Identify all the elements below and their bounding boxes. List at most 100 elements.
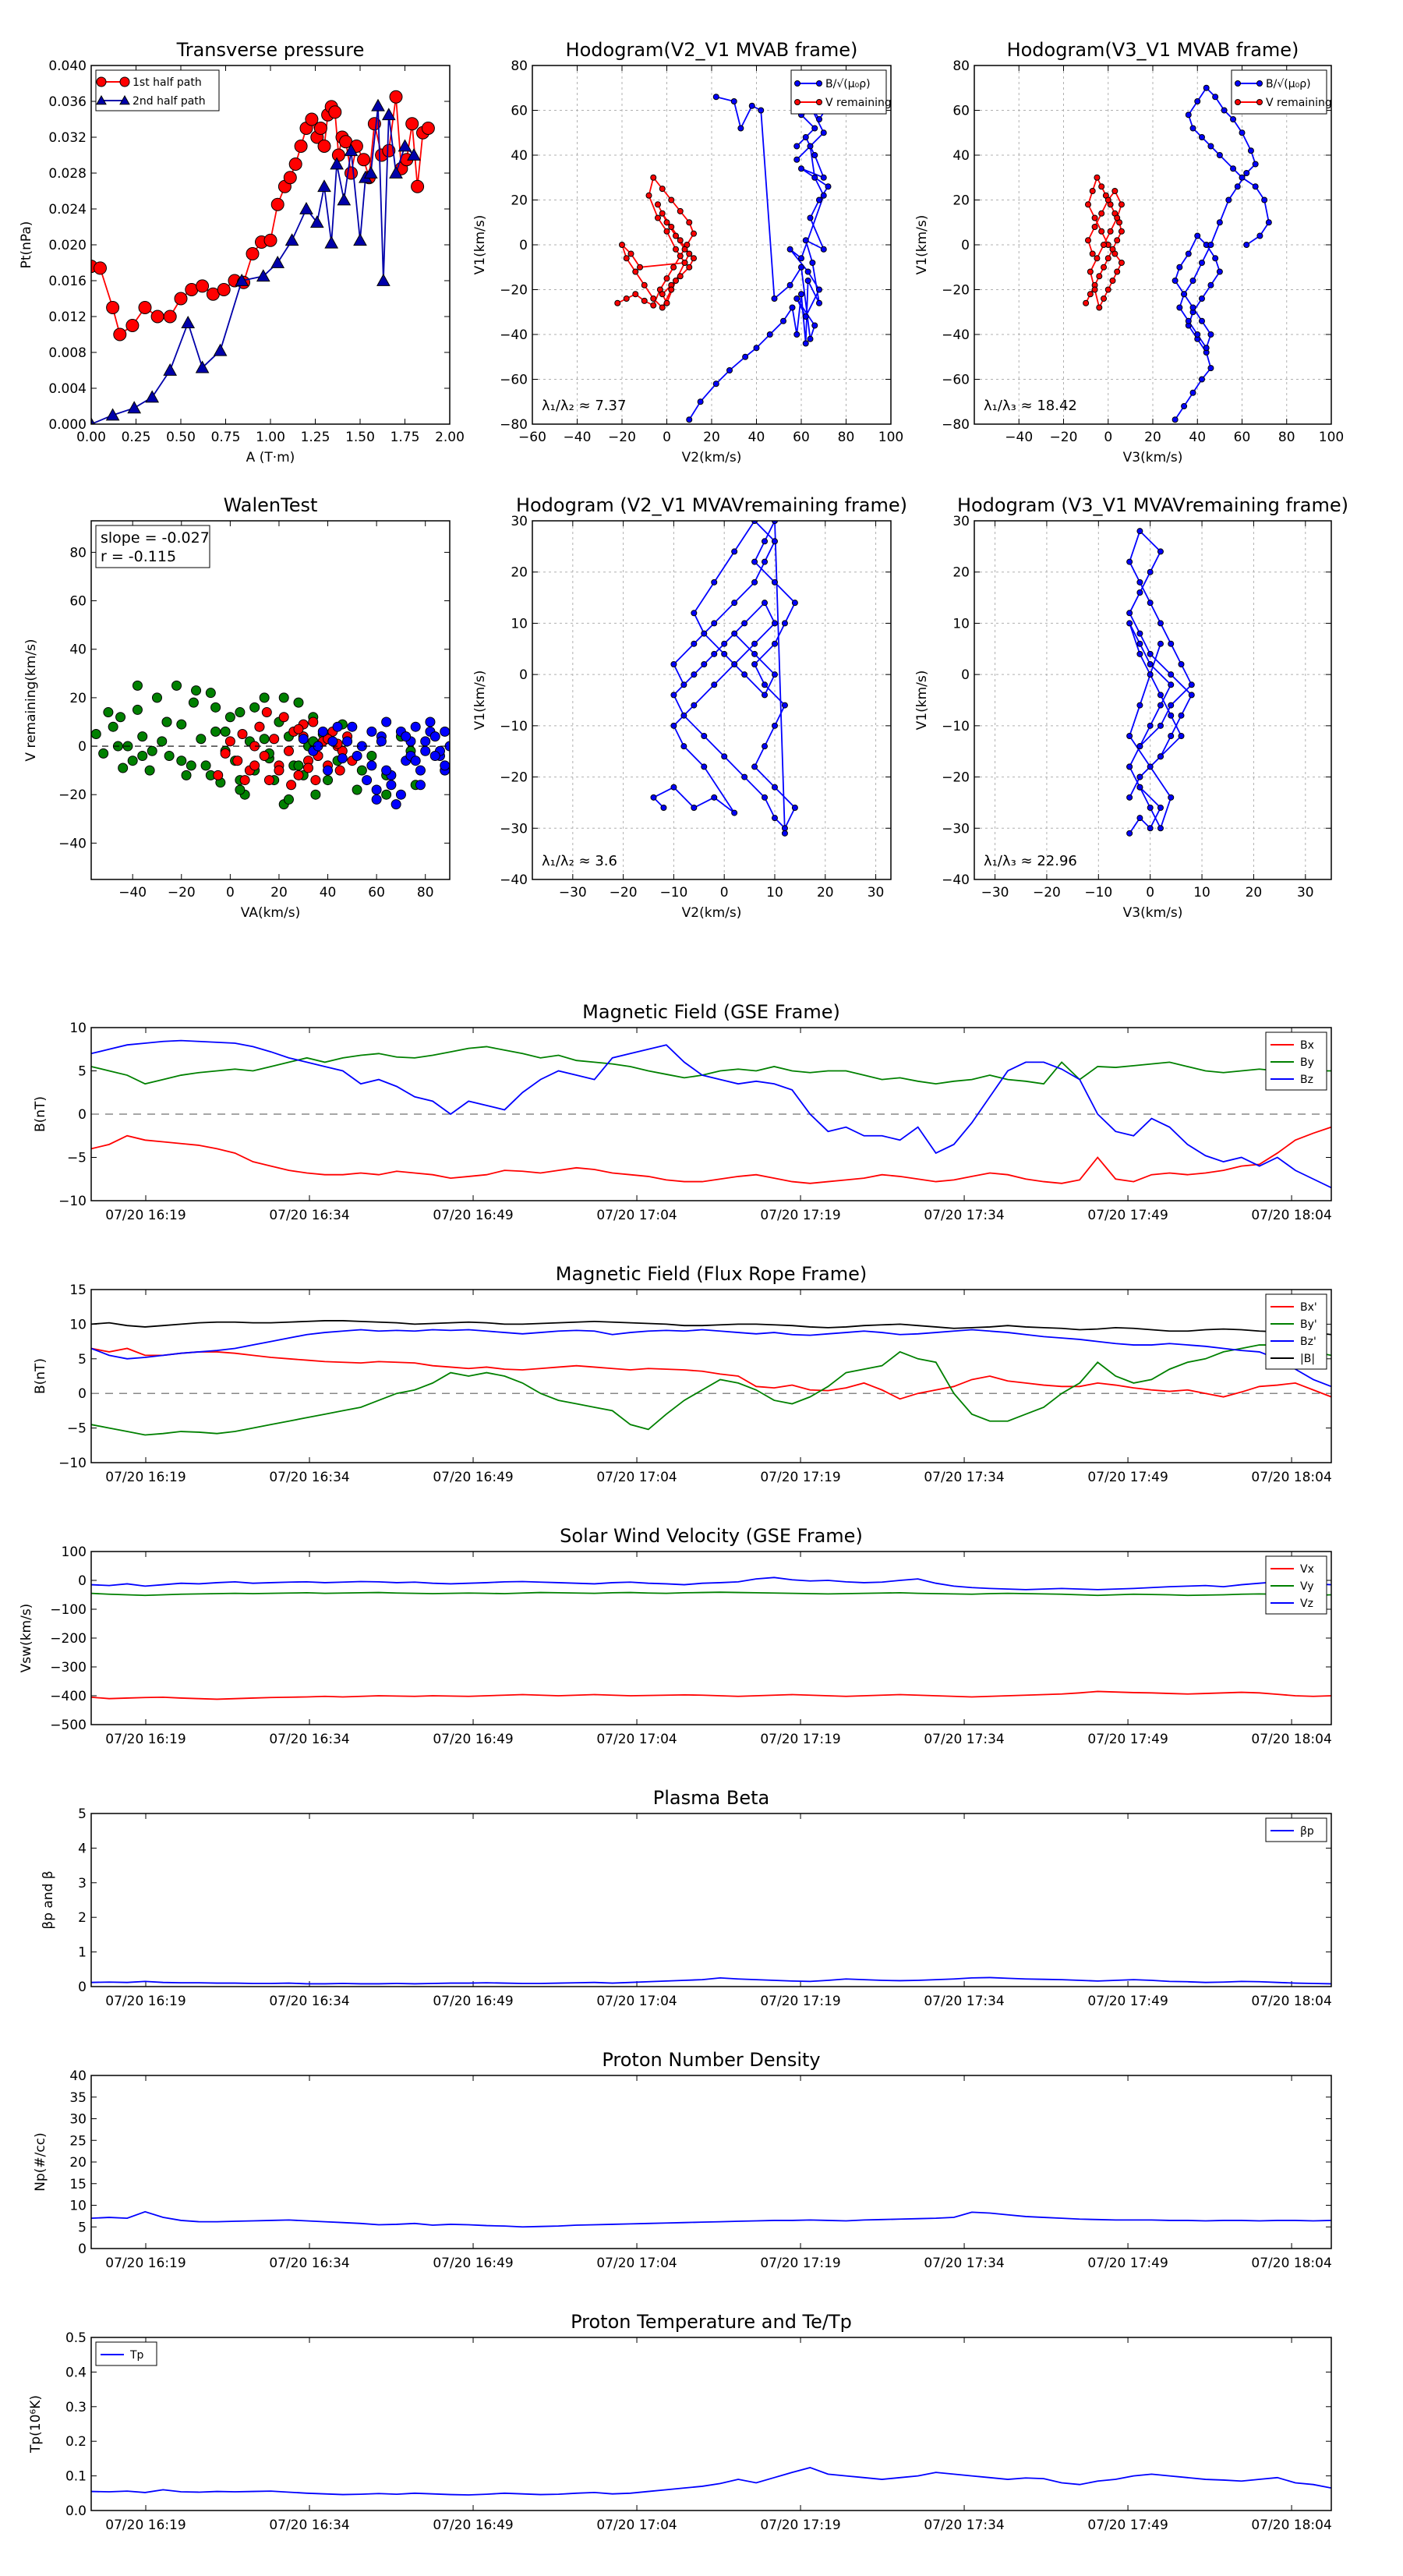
data-point [804, 278, 811, 284]
data-point [1243, 170, 1250, 176]
data-point [411, 179, 425, 193]
data-point [753, 345, 760, 352]
time-tick-label: 07/20 18:04 [1251, 1208, 1331, 1223]
y-tick-label: 10 [952, 616, 970, 632]
data-point [171, 680, 182, 691]
time-tick-label: 07/20 16:19 [105, 1732, 186, 1747]
data-point [352, 750, 362, 761]
series-line [91, 97, 429, 336]
data-point [259, 734, 270, 745]
data-point [382, 143, 396, 157]
data-point [174, 292, 188, 306]
x-tick-label: 60 [1234, 430, 1251, 445]
legend-label: Bx [1300, 1039, 1314, 1052]
data-point [1089, 188, 1096, 194]
data-point [673, 232, 679, 239]
data-point [762, 600, 769, 607]
data-point [771, 722, 778, 729]
data-point [1185, 250, 1192, 257]
legend-label: Tp [129, 2349, 144, 2362]
series-line [91, 1320, 1331, 1336]
y-tick-label: 35 [69, 2090, 87, 2106]
data-point [1189, 304, 1196, 311]
data-point [113, 327, 127, 341]
data-point [1096, 304, 1103, 311]
data-point [235, 707, 246, 718]
data-point [274, 765, 284, 776]
data-point [331, 148, 345, 162]
data-point [127, 755, 138, 766]
panel-hodo1: Hodogram(V2_V1 MVAB frame) −60 −40 −20 0 20 40… [472, 39, 903, 465]
data-point [1168, 681, 1175, 688]
chart-title: Plasma Beta [653, 1787, 769, 1809]
data-point [645, 192, 652, 199]
data-point [145, 390, 160, 403]
data-point [366, 750, 377, 761]
series-line [91, 1347, 1331, 1400]
data-point [127, 401, 142, 414]
x-tick-label: 10 [766, 885, 783, 901]
series-line [91, 1976, 1331, 1985]
data-point [425, 717, 436, 727]
data-point [410, 755, 421, 766]
time-tick-label: 07/20 17:34 [924, 1994, 1004, 2009]
data-point [670, 661, 677, 667]
data-point [1212, 94, 1219, 101]
x-tick-label: 40 [1189, 430, 1206, 445]
data-point [213, 343, 228, 356]
legend-marker [96, 94, 107, 105]
data-point [1098, 183, 1105, 190]
data-point [210, 702, 221, 713]
data-point [731, 600, 738, 607]
x-tick-label: 60 [368, 885, 385, 901]
data-point [1136, 784, 1143, 791]
legend-box [1265, 1555, 1327, 1615]
data-point [1094, 174, 1101, 181]
data-point [157, 736, 168, 747]
data-point [310, 775, 321, 786]
data-point [677, 253, 684, 260]
data-point [1168, 640, 1175, 647]
axes-frame [90, 65, 451, 425]
data-point [186, 760, 196, 771]
x-axis-label: V2(km/s) [682, 450, 742, 465]
data-point [1221, 107, 1228, 114]
data-point [163, 310, 177, 324]
y-tick-label: −20 [58, 787, 87, 803]
data-point [677, 273, 684, 280]
data-point [1181, 403, 1188, 409]
data-point [798, 291, 804, 298]
axes-frame [532, 520, 892, 880]
y-tick-label: 60 [511, 104, 528, 119]
data-point [686, 264, 693, 271]
data-point [816, 196, 822, 203]
data-point [786, 281, 793, 288]
y-tick-label: −40 [58, 836, 87, 851]
chart-title: Hodogram(V3_V1 MVAB frame) [1007, 39, 1299, 61]
data-point [663, 228, 670, 235]
y-tick-label: 30 [69, 2112, 87, 2128]
y-axis-label: V remaining(km/s) [23, 639, 39, 761]
legend-marker [816, 80, 822, 87]
legend-marker [816, 99, 822, 105]
x-axis-label: V3(km/s) [1123, 450, 1183, 465]
data-point [762, 681, 769, 688]
legend-label: Vz [1300, 1598, 1313, 1610]
data-point [1178, 661, 1185, 667]
time-tick-label: 07/20 16:34 [269, 1732, 349, 1747]
y-tick-label: 10 [69, 2199, 87, 2214]
data-point [1157, 722, 1164, 729]
legend-box [1231, 69, 1327, 115]
legend-label: Bx' [1300, 1301, 1317, 1314]
series-line [91, 1690, 1331, 1700]
time-tick-label: 07/20 16:34 [269, 1208, 349, 1223]
time-tick-label: 07/20 16:19 [105, 1994, 186, 2009]
time-tick-label: 07/20 16:49 [433, 2518, 513, 2533]
data-point [1147, 650, 1154, 657]
data-point [362, 775, 373, 786]
data-point [1168, 712, 1175, 719]
time-tick-label: 07/20 17:19 [760, 1994, 840, 2009]
x-tick-label: −40 [1005, 430, 1033, 445]
data-point [347, 721, 358, 732]
y-tick-label: −10 [942, 719, 970, 734]
